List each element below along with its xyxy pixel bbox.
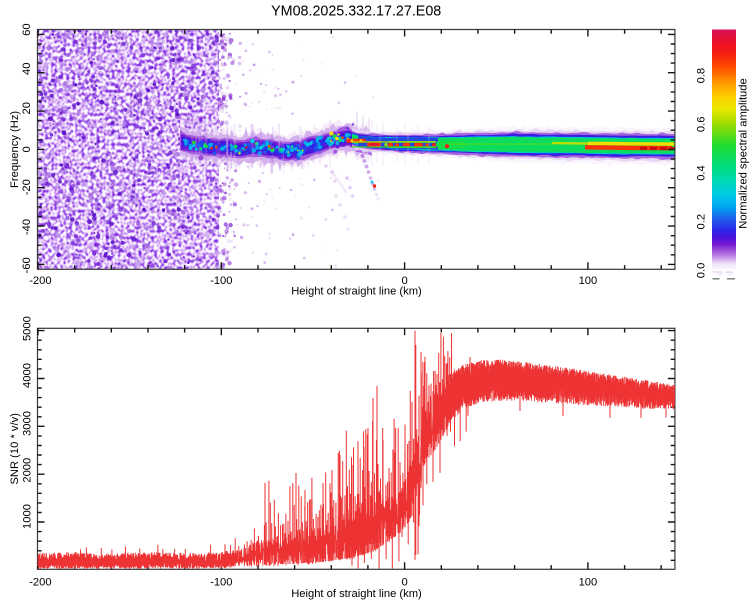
svg-text:Normalized spectral amplitude: Normalized spectral amplitude — [738, 78, 750, 228]
svg-text:100: 100 — [579, 577, 598, 589]
svg-text:-20: -20 — [21, 179, 33, 195]
svg-text:-60: -60 — [21, 257, 33, 273]
svg-text:5000: 5000 — [22, 316, 34, 341]
svg-text:0: 0 — [401, 275, 407, 287]
svg-text:1000: 1000 — [22, 504, 34, 529]
svg-text:0.2: 0.2 — [696, 214, 708, 230]
svg-text:0.8: 0.8 — [696, 68, 708, 84]
svg-text:-100: -100 — [210, 577, 232, 589]
svg-text:0: 0 — [401, 577, 407, 589]
svg-text:0.4: 0.4 — [696, 165, 708, 181]
svg-text:60: 60 — [21, 23, 33, 35]
svg-text:0.6: 0.6 — [696, 117, 708, 133]
svg-text:SNR (10 * v/v): SNR (10 * v/v) — [9, 413, 21, 485]
svg-text:YM08.2025.332.17.27.E08: YM08.2025.332.17.27.E08 — [271, 3, 441, 19]
svg-text:Height of straight line (km): Height of straight line (km) — [291, 286, 422, 298]
svg-text:-200: -200 — [29, 577, 51, 589]
svg-text:-200: -200 — [29, 275, 51, 287]
svg-text:-40: -40 — [21, 219, 33, 235]
svg-text:Frequency (Hz): Frequency (Hz) — [9, 111, 21, 188]
svg-text:Height of straight line (km): Height of straight line (km) — [291, 588, 422, 600]
svg-text:2000: 2000 — [22, 458, 34, 483]
svg-text:-100: -100 — [210, 275, 232, 287]
svg-text:100: 100 — [579, 275, 598, 287]
svg-text:40: 40 — [21, 63, 33, 75]
svg-text:4000: 4000 — [22, 363, 34, 388]
svg-text:20: 20 — [21, 102, 33, 114]
svg-text:0.0: 0.0 — [696, 263, 708, 279]
svg-text:3000: 3000 — [22, 411, 34, 436]
svg-text:0: 0 — [21, 146, 33, 152]
